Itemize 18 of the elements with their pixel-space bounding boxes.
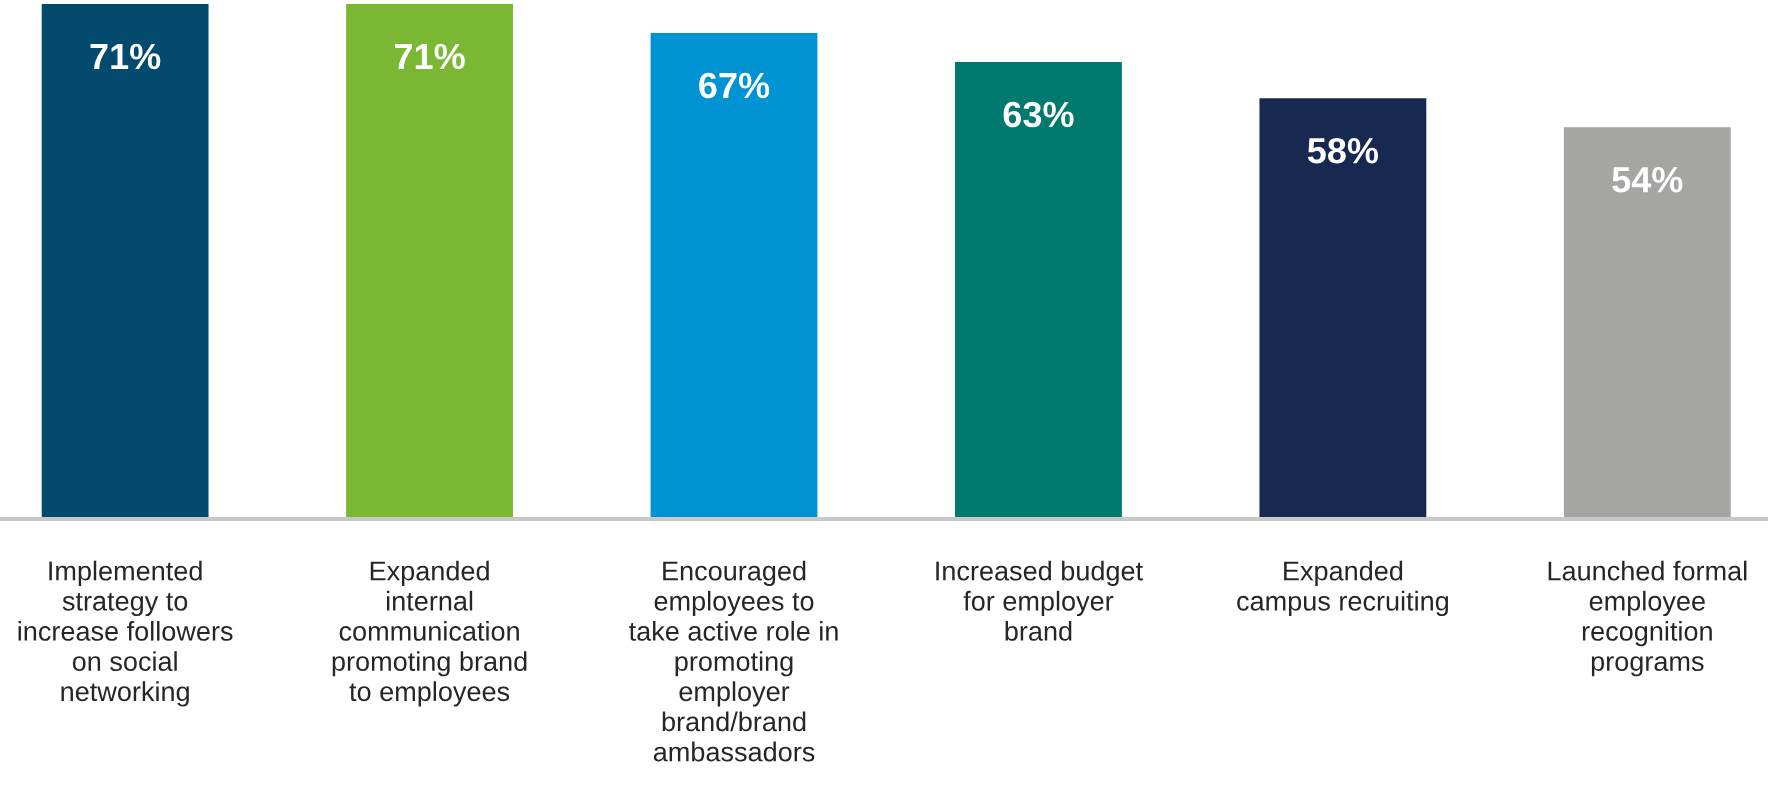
x-tick-label: Expanded internal communication promoting brand to employees bbox=[332, 560, 527, 707]
x-tick-label: Encouraged employees to take active role in promoting employer brand/brand ambassadors bbox=[629, 560, 838, 762]
bar bbox=[1563, 127, 1731, 519]
bar bbox=[1259, 98, 1427, 519]
data-label: 63% bbox=[1003, 101, 1074, 128]
bar bbox=[41, 4, 209, 519]
data-label: 54% bbox=[1612, 167, 1683, 193]
data-label: 71% bbox=[394, 43, 465, 70]
x-tick-label: Implemented strategy to increase followers on social networking bbox=[18, 560, 233, 707]
x-tick-label: Expanded campus recruiting bbox=[1237, 560, 1449, 617]
data-label: 67% bbox=[699, 72, 770, 99]
bar bbox=[955, 62, 1122, 519]
data-label: 58% bbox=[1307, 137, 1379, 164]
data-label: 71% bbox=[90, 43, 161, 70]
x-tick-label: Launched formal employee recognition programs bbox=[1548, 560, 1747, 677]
bar bbox=[650, 33, 818, 519]
bar bbox=[346, 4, 513, 519]
x-tick-label: Increased budget for employer brand bbox=[936, 560, 1143, 641]
